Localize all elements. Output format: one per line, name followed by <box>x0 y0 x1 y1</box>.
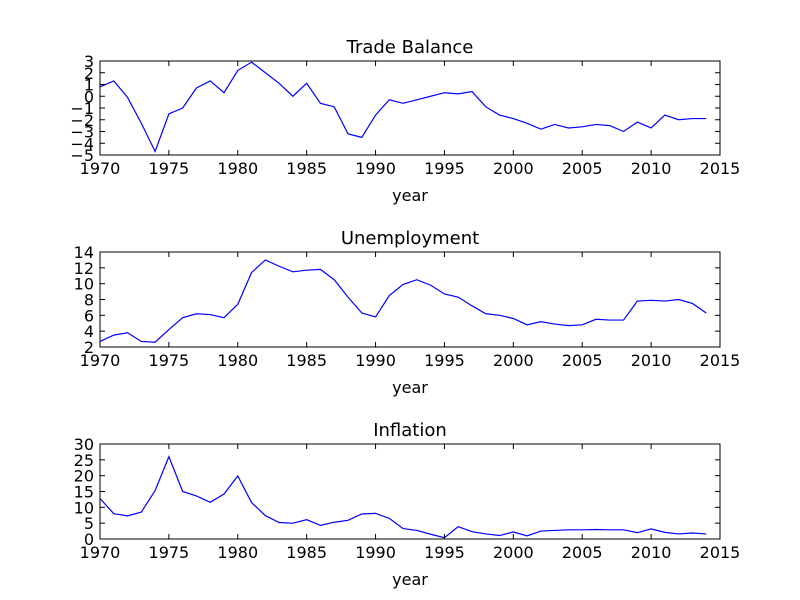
panel-3-xtick-label: 1990 <box>355 543 396 562</box>
panel-2-xtick-label: 1975 <box>149 351 190 370</box>
panel-2-xtick-label: 1995 <box>424 351 465 370</box>
panel-3-xtick-label: 1985 <box>286 543 327 562</box>
panel-3-ytick-label: 30 <box>74 435 94 454</box>
panel-1-ytick-label: 2 <box>84 64 94 83</box>
panel-1-xtick-label: 2015 <box>700 159 741 178</box>
panel-2-frame <box>99 251 721 348</box>
panel-2-xtick-label: 1970 <box>80 351 121 370</box>
panel-1-xtick-label: 2000 <box>493 159 534 178</box>
panel-1-xtick-label: 2005 <box>562 159 603 178</box>
panel-3-xtick-label: 1995 <box>424 543 465 562</box>
panel-2-xtick-label: 1990 <box>355 351 396 370</box>
panel-1-xtick-label: 1985 <box>286 159 327 178</box>
panel-2-xtick-label: 2010 <box>631 351 672 370</box>
panel-2-ytick-label: 6 <box>84 306 94 325</box>
panel-3-ytick-label: 5 <box>84 514 94 533</box>
panel-1-xtick-label: 1995 <box>424 159 465 178</box>
panel-1-title: Trade Balance <box>346 37 474 58</box>
panel-3-title: Inflation <box>373 420 447 441</box>
panel-2-ytick-label: 4 <box>84 322 94 341</box>
panel-3-xtick-label: 1970 <box>80 543 121 562</box>
panel-3-xlabel: year <box>392 570 428 589</box>
panel-2-xtick-label: 1980 <box>217 351 258 370</box>
panel-1-ytick-label: −4 <box>70 134 94 153</box>
panel-2-xtick-label: 2015 <box>700 351 741 370</box>
panel-2-ytick-label: 8 <box>84 291 94 310</box>
panel-1-xtick-label: 1970 <box>80 159 121 178</box>
panel-1-xtick-label: 1980 <box>217 159 258 178</box>
panel-3-xtick-label: 2000 <box>493 543 534 562</box>
panel-1-ytick-label: −1 <box>70 99 94 118</box>
panel-1-xlabel: year <box>392 186 428 205</box>
panel-1-ytick-label: 3 <box>84 52 94 71</box>
panel-1-ytick-label: −5 <box>70 146 94 165</box>
panel-3-xtick-label: 2005 <box>562 543 603 562</box>
panel-1-xtick-label: 1990 <box>355 159 396 178</box>
panel-2-series-line <box>99 259 707 343</box>
panel-3-xtick-label: 1980 <box>217 543 258 562</box>
panel-2-ytick-label: 10 <box>74 275 94 294</box>
panel-3-ytick-label: 25 <box>74 451 94 470</box>
panel-1-xtick-label: 2010 <box>631 159 672 178</box>
panel-1-ytick-label: 1 <box>84 76 94 95</box>
panel-2-xtick-label: 2005 <box>562 351 603 370</box>
panel-1-ytick-label: 0 <box>84 87 94 106</box>
panel-1-frame <box>99 60 721 156</box>
panel-1-xtick-label: 1975 <box>149 159 190 178</box>
panel-1-series-line <box>99 61 707 153</box>
panel-3-xtick-label: 2015 <box>700 543 741 562</box>
panel-2-ytick-label: 12 <box>74 259 94 278</box>
panel-3-series-line <box>99 455 707 539</box>
panel-1-ytick-label: −2 <box>70 111 94 130</box>
panel-2-title: Unemployment <box>341 228 479 249</box>
panel-2-xlabel: year <box>392 378 428 397</box>
panel-3-ytick-label: 20 <box>74 467 94 486</box>
panel-2-xtick-label: 1985 <box>286 351 327 370</box>
panel-1-ytick-label: −3 <box>70 123 94 142</box>
panel-3-frame <box>99 443 721 540</box>
panel-3-ytick-label: 10 <box>74 498 94 517</box>
panel-2-ytick-label: 14 <box>74 243 94 262</box>
panel-2-xtick-label: 2000 <box>493 351 534 370</box>
panel-3-ytick-label: 0 <box>84 530 94 549</box>
panel-3-ytick-label: 15 <box>74 483 94 502</box>
panel-3-xtick-label: 1975 <box>149 543 190 562</box>
panel-3-xtick-label: 2010 <box>631 543 672 562</box>
panel-2-ytick-label: 2 <box>84 338 94 357</box>
